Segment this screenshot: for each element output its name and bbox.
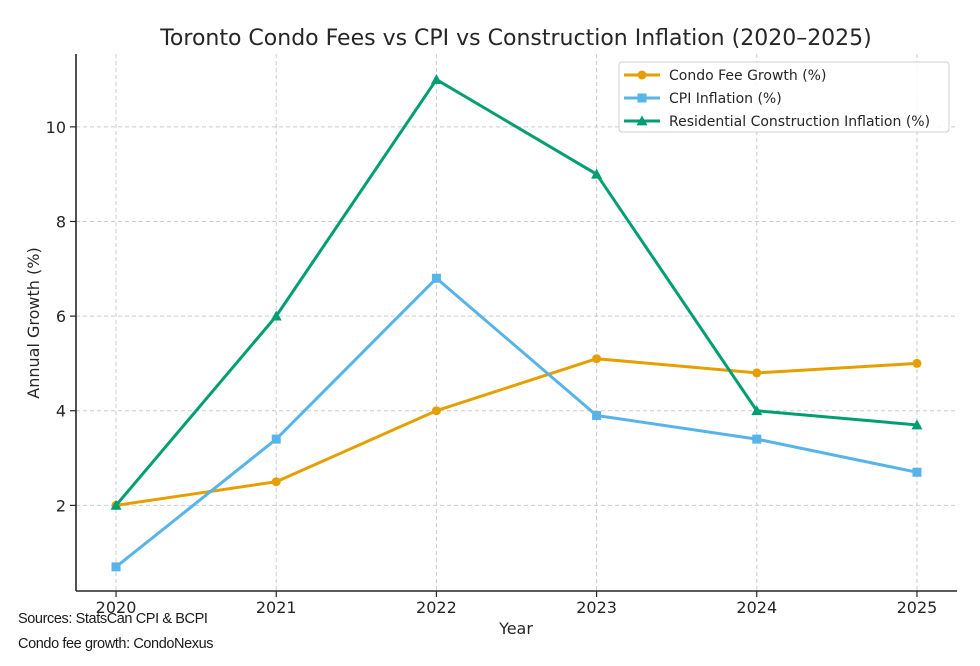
y-tick-label: 10 (46, 118, 66, 137)
legend-entry: CPI Inflation (%) (624, 91, 782, 107)
series-0 (111, 354, 922, 510)
data-point (752, 434, 762, 444)
data-point (911, 419, 923, 430)
series-line (114, 276, 919, 569)
data-point (752, 368, 762, 378)
x-tick-label: 2025 (897, 598, 938, 617)
footnote-sources: Sources: StatsCan CPI & BCPI (18, 611, 208, 627)
x-tick-label: 2021 (256, 598, 297, 617)
x-tick-label: 2020 (96, 598, 137, 617)
axes: 2020 2021 2022 2023 2024 2025 2 4 6 8 10 (46, 54, 957, 617)
x-tick-label: 2023 (576, 598, 617, 617)
y-tick-label: 4 (56, 402, 66, 421)
data-point (430, 74, 442, 84)
data-point (271, 477, 281, 487)
x-tick-label: 2024 (736, 598, 777, 617)
legend-label: CPI Inflation (%) (669, 91, 782, 107)
data-point (591, 168, 603, 179)
x-tick-label: 2022 (416, 598, 457, 617)
footnote-condo-fee-source: Condo fee growth: CondoNexus (18, 636, 214, 652)
x-axis-label: Year (498, 619, 533, 638)
y-tick-label: 2 (56, 496, 66, 515)
data-point (912, 467, 922, 477)
legend: Condo Fee Growth (%) CPI Inflation (%) Res… (618, 61, 950, 133)
data-point (912, 358, 922, 368)
series-2 (110, 74, 923, 510)
legend-marker (636, 115, 648, 126)
legend-marker (637, 70, 647, 80)
series-1 (111, 273, 922, 572)
legend-label: Residential Construction Inflation (%) (669, 114, 930, 130)
data-point (111, 562, 121, 572)
legend-entry: Residential Construction Inflation (%) (624, 114, 930, 130)
data-point (592, 354, 602, 364)
data-point (431, 273, 441, 283)
data-point (270, 310, 282, 321)
chart-title: Toronto Condo Fees vs CPI vs Constructio… (159, 26, 872, 51)
y-tick-label: 8 (56, 212, 66, 231)
series-lines (110, 74, 923, 572)
legend-marker (637, 93, 647, 103)
series-line (114, 357, 919, 507)
data-point (110, 499, 122, 510)
data-point (271, 434, 281, 444)
gridlines (76, 54, 957, 591)
y-tick-label: 6 (56, 307, 66, 326)
legend-box (618, 61, 950, 133)
series-line (114, 78, 919, 507)
legend-entry: Condo Fee Growth (%) (624, 68, 826, 84)
data-point (751, 405, 763, 416)
data-point (592, 410, 602, 420)
data-point (431, 406, 441, 416)
y-axis-label: Annual Growth (%) (24, 247, 43, 398)
legend-label: Condo Fee Growth (%) (669, 68, 826, 84)
